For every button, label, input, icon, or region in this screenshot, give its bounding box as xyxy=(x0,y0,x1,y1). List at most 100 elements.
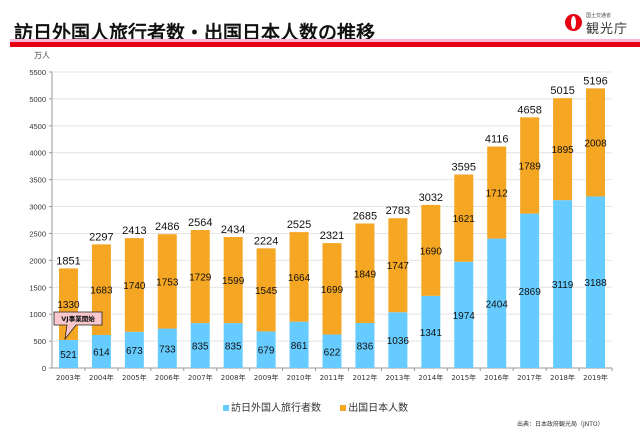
data-label-outbound: 1849 xyxy=(354,269,377,280)
data-label-inbound: 2404 xyxy=(486,299,509,310)
x-tick-label: 2017年 xyxy=(517,373,542,382)
bar-inbound xyxy=(355,323,375,368)
bar-inbound xyxy=(289,321,309,368)
x-tick-label: 2009年 xyxy=(254,373,279,382)
data-label-inbound: 673 xyxy=(126,346,143,357)
data-label-total: 5015 xyxy=(550,85,574,97)
y-tick-label: 2500 xyxy=(29,229,46,238)
y-tick-label: 3500 xyxy=(29,176,46,185)
bar-outbound xyxy=(520,117,540,214)
y-tick-label: 5500 xyxy=(29,68,46,77)
data-label-total: 2321 xyxy=(320,230,344,242)
data-label-inbound: 679 xyxy=(258,346,275,357)
data-label-total: 2297 xyxy=(89,231,113,243)
y-axis-unit-label: 万人 xyxy=(34,51,50,60)
data-label-inbound: 622 xyxy=(324,347,341,358)
data-label-total: 3595 xyxy=(452,162,476,174)
bar-inbound xyxy=(322,334,342,368)
bar-outbound xyxy=(124,238,144,332)
data-label-total: 2685 xyxy=(353,210,377,222)
data-label-inbound: 835 xyxy=(225,342,242,353)
data-label-inbound: 1036 xyxy=(387,336,410,347)
bar-outbound xyxy=(157,234,177,329)
data-label-inbound: 521 xyxy=(60,350,77,361)
x-tick-label: 2019年 xyxy=(583,373,608,382)
data-label-inbound: 3119 xyxy=(552,280,574,291)
data-label-total: 2486 xyxy=(155,221,179,233)
data-label-outbound: 1545 xyxy=(255,286,278,297)
x-tick-label: 2014年 xyxy=(418,373,443,382)
x-tick-label: 2013年 xyxy=(385,373,410,382)
y-tick-label: 4000 xyxy=(29,149,46,158)
bar-inbound xyxy=(553,200,573,368)
data-label-outbound: 2008 xyxy=(584,138,607,149)
bar-outbound xyxy=(190,230,210,324)
x-tick-label: 2004年 xyxy=(89,373,114,382)
legend-item-inbound: 訪日外国人旅行者数 xyxy=(223,403,321,414)
logo-ministry-text: 国土交通省 xyxy=(586,13,612,19)
legend-label-outbound: 出国日本人数 xyxy=(348,403,409,414)
bar-outbound xyxy=(289,232,309,322)
x-tick-label: 2011年 xyxy=(320,373,345,382)
bar-outbound xyxy=(421,204,441,296)
y-tick-label: 3000 xyxy=(29,203,46,212)
data-label-total: 3032 xyxy=(419,192,443,204)
bar-outbound xyxy=(553,98,573,201)
logo-agency-text: 観光庁 xyxy=(586,22,629,37)
chart-legend: 訪日外国人旅行者数 出国日本人数 xyxy=(223,399,424,414)
data-label-outbound: 1789 xyxy=(519,161,542,172)
bar-outbound xyxy=(454,174,474,262)
y-tick-label: 1500 xyxy=(29,283,46,292)
legend-swatch-inbound xyxy=(223,405,229,411)
bar-inbound xyxy=(256,331,276,368)
data-label-inbound: 861 xyxy=(291,341,308,352)
data-label-outbound: 1330 xyxy=(57,300,80,311)
data-label-outbound: 1753 xyxy=(156,277,179,288)
data-label-total: 1851 xyxy=(56,255,80,267)
data-label-outbound: 1712 xyxy=(486,189,509,200)
data-label-inbound: 836 xyxy=(357,342,374,353)
logo-circle-icon xyxy=(565,14,582,31)
data-label-outbound: 1740 xyxy=(123,281,146,292)
x-tick-label: 2007年 xyxy=(188,373,213,382)
bar-outbound xyxy=(388,218,408,313)
data-label-total: 5196 xyxy=(583,75,607,87)
annotation-callout xyxy=(53,311,103,341)
data-label-total: 4116 xyxy=(485,133,509,145)
bar-outbound xyxy=(322,243,342,335)
bar-inbound xyxy=(157,328,177,368)
y-tick-label: 4500 xyxy=(29,122,46,131)
data-label-total: 2564 xyxy=(188,217,212,229)
data-label-total: 2434 xyxy=(221,224,245,236)
bar-outbound xyxy=(256,248,276,332)
title-underline-red xyxy=(10,42,640,47)
data-label-outbound: 1729 xyxy=(189,273,212,284)
y-tick-label: 1000 xyxy=(29,310,46,319)
data-label-outbound: 1699 xyxy=(321,285,344,296)
data-label-inbound: 733 xyxy=(159,344,176,355)
data-label-total: 2224 xyxy=(254,235,278,247)
bar-inbound xyxy=(58,339,78,368)
x-tick-label: 2006年 xyxy=(155,373,180,382)
data-label-total: 2783 xyxy=(386,205,410,217)
data-label-inbound: 2869 xyxy=(519,287,542,298)
bar-inbound xyxy=(388,312,408,368)
bar-outbound xyxy=(586,88,606,197)
x-tick-label: 2018年 xyxy=(550,373,575,382)
bar-outbound xyxy=(355,223,375,324)
y-tick-label: 500 xyxy=(33,337,46,346)
page-title: 訪日外国人旅行者数・出国日本人数の推移 xyxy=(14,22,376,44)
data-label-inbound: 1341 xyxy=(420,328,443,339)
annotation-label: VJ事業開始 xyxy=(61,314,95,323)
legend-swatch-outbound xyxy=(340,405,347,411)
x-tick-label: 2005年 xyxy=(122,373,147,382)
y-tick-label: 2000 xyxy=(29,256,46,265)
bar-inbound xyxy=(124,331,144,368)
data-label-inbound: 3188 xyxy=(584,278,607,289)
y-tick-label: 0 xyxy=(42,364,46,373)
bar-inbound xyxy=(487,238,507,368)
x-tick-label: 2016年 xyxy=(484,373,509,382)
x-tick-label: 2010年 xyxy=(287,373,312,382)
x-tick-label: 2008年 xyxy=(221,373,246,382)
y-tick-label: 5000 xyxy=(29,95,46,104)
